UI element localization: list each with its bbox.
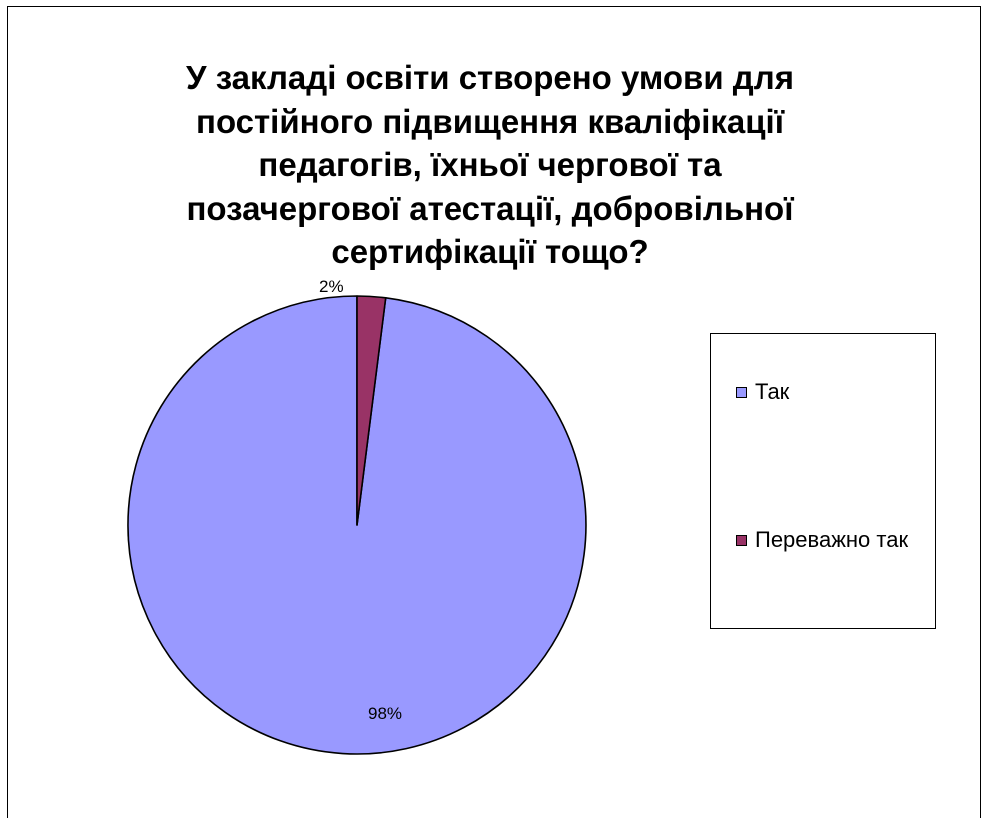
legend: Так Переважно так xyxy=(710,333,936,629)
data-label-tak: 98% xyxy=(368,704,403,723)
title-line: постійного підвищення кваліфікації xyxy=(196,102,784,140)
legend-label: Так xyxy=(755,379,790,404)
title-line: позачергової атестації, добровільної xyxy=(186,189,794,227)
title-line: У закладі освіти створено умови для xyxy=(186,59,794,96)
title-line: педагогів, їхньої чергової та xyxy=(258,146,722,183)
pie-slice-perevazhno-tak xyxy=(356,295,387,526)
chart-title: У закладі освіти створено умови для пост… xyxy=(40,56,940,274)
legend-swatch-icon xyxy=(736,387,747,398)
title-line: сертифікації тощо? xyxy=(331,233,649,270)
data-label-perevazhno-tak: 2% xyxy=(319,277,344,296)
legend-swatch-icon xyxy=(736,535,747,546)
legend-label: Переважно так xyxy=(755,527,909,552)
